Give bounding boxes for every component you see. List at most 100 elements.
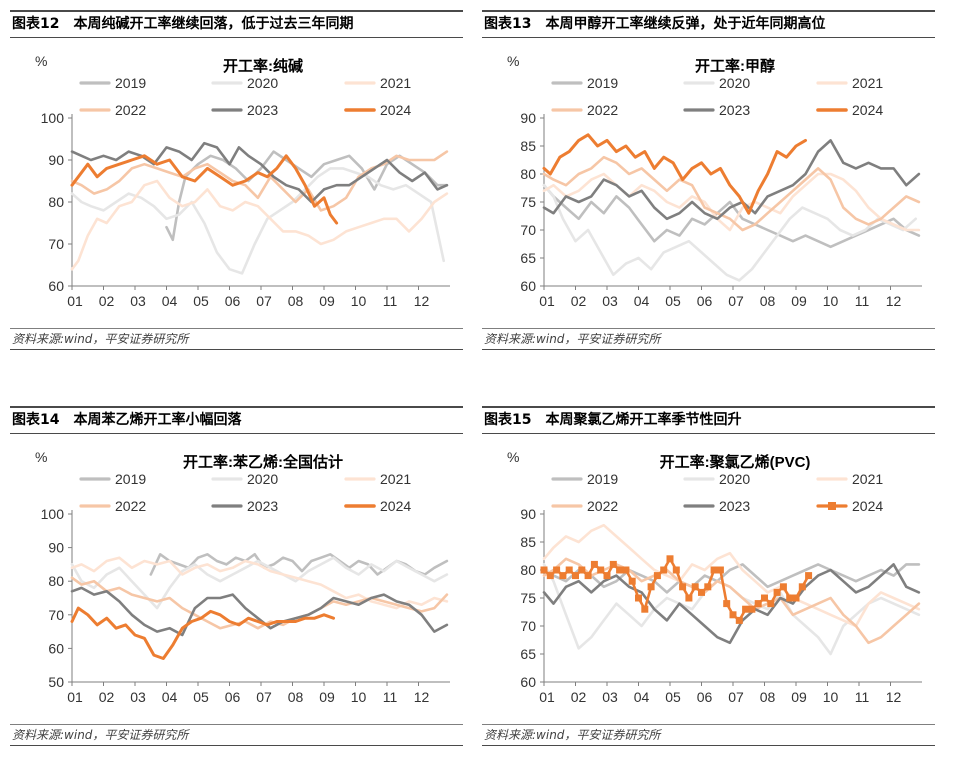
x-tick-label: 08 xyxy=(288,689,304,705)
chart-title: 开工率:苯乙烯:全国估计 xyxy=(183,453,343,471)
y-tick-label: 75 xyxy=(520,590,536,606)
series-line-2022 xyxy=(542,155,921,232)
x-tick-label: 10 xyxy=(823,689,839,705)
y-tick-label: 80 xyxy=(48,194,64,210)
unit-label: % xyxy=(507,449,519,465)
data-point xyxy=(773,588,781,596)
x-tick-label: 06 xyxy=(697,689,713,705)
y-tick-label: 60 xyxy=(48,640,64,656)
y-tick-label: 90 xyxy=(48,540,64,556)
x-tick-label: 11 xyxy=(855,689,870,705)
source-note: 资料来源:wind，平安证券研究所 xyxy=(482,328,935,350)
x-tick-label: 11 xyxy=(383,293,398,309)
series-line-2023 xyxy=(70,586,449,637)
x-tick-label: 05 xyxy=(193,293,209,309)
figure-title-bar: 图表14 本周苯乙烯开工率小幅回落 xyxy=(10,406,463,434)
x-tick-label: 12 xyxy=(414,293,430,309)
data-point xyxy=(628,577,636,585)
x-tick-label: 10 xyxy=(351,689,367,705)
legend-label: 2021 xyxy=(852,75,883,91)
data-point xyxy=(710,566,718,574)
y-tick-label: 70 xyxy=(520,222,536,238)
data-point xyxy=(792,594,800,602)
x-tick-label: 11 xyxy=(855,293,870,309)
legend-label: 2022 xyxy=(115,102,146,118)
legend-label: 2019 xyxy=(115,471,146,487)
data-point xyxy=(597,566,605,574)
data-point xyxy=(672,566,680,574)
x-tick-label: 09 xyxy=(319,689,335,705)
x-tick-label: 07 xyxy=(256,689,272,705)
x-tick-label: 12 xyxy=(886,293,902,309)
x-tick-label: 08 xyxy=(760,689,776,705)
data-point xyxy=(559,572,567,580)
x-tick-label: 03 xyxy=(130,689,146,705)
x-tick-label: 01 xyxy=(539,293,555,309)
data-point xyxy=(798,583,806,591)
series-line-2022 xyxy=(70,150,449,212)
figure-number: 图表14 xyxy=(12,412,60,428)
y-tick-label: 85 xyxy=(520,534,536,550)
y-tick-label: 60 xyxy=(48,278,64,294)
series-line-2020 xyxy=(70,556,449,610)
y-tick-label: 70 xyxy=(48,607,64,623)
x-tick-label: 04 xyxy=(634,293,650,309)
data-point xyxy=(679,583,687,591)
legend-label: 2024 xyxy=(852,498,883,514)
legend-label: 2024 xyxy=(380,102,411,118)
data-point xyxy=(742,605,750,613)
legend-label: 2023 xyxy=(247,498,278,514)
y-tick-label: 75 xyxy=(520,194,536,210)
x-tick-label: 04 xyxy=(634,689,650,705)
series-line-2022 xyxy=(70,576,449,630)
data-point xyxy=(685,594,693,602)
x-tick-label: 05 xyxy=(665,293,681,309)
source-note: 资料来源:wind，平安证券研究所 xyxy=(10,328,463,350)
data-point xyxy=(635,594,642,602)
data-point xyxy=(603,572,611,580)
x-tick-label: 02 xyxy=(99,293,115,309)
x-tick-label: 04 xyxy=(162,689,178,705)
x-tick-label: 01 xyxy=(67,293,83,309)
series-line-2020 xyxy=(70,167,446,275)
data-point xyxy=(767,600,775,608)
data-point xyxy=(653,572,661,580)
x-tick-label: 12 xyxy=(414,689,430,705)
legend-label: 2019 xyxy=(587,471,618,487)
data-point xyxy=(723,600,731,608)
series-line-2024 xyxy=(542,133,807,215)
x-tick-label: 09 xyxy=(791,689,807,705)
legend-marker xyxy=(828,502,836,510)
data-point xyxy=(641,605,649,613)
legend-label: 2020 xyxy=(247,75,278,91)
x-tick-label: 07 xyxy=(728,689,744,705)
data-point xyxy=(546,572,554,580)
y-tick-label: 65 xyxy=(520,646,536,662)
unit-label: % xyxy=(35,449,47,465)
line-chart: % 开工率:甲醇 2019 2020 2021 2022 2023 2024 60 65 70 75 8… xyxy=(507,53,922,309)
y-tick-label: 80 xyxy=(48,573,64,589)
series-line-2024 xyxy=(70,606,335,660)
x-tick-label: 03 xyxy=(130,293,146,309)
series-line-2020 xyxy=(542,183,918,282)
legend-label: 2021 xyxy=(380,75,411,91)
data-point xyxy=(572,572,579,580)
figure-number: 图表13 xyxy=(484,16,532,32)
series-line-2023 xyxy=(70,141,449,204)
data-point xyxy=(540,566,548,574)
data-point xyxy=(691,583,699,591)
line-chart: % 开工率:苯乙烯:全国估计 2019 2020 2021 2022 2023 2024 50 6… xyxy=(35,449,450,705)
data-point xyxy=(609,560,617,568)
legend-label: 2024 xyxy=(852,102,883,118)
y-tick-label: 70 xyxy=(48,236,64,252)
x-tick-label: 08 xyxy=(760,293,776,309)
x-tick-label: 01 xyxy=(67,689,83,705)
figure-title: 本周苯乙烯开工率小幅回落 xyxy=(73,412,242,428)
data-point xyxy=(553,566,561,574)
x-tick-label: 01 xyxy=(539,689,555,705)
x-tick-label: 06 xyxy=(697,293,713,309)
legend-label: 2023 xyxy=(719,498,750,514)
series-line-2021 xyxy=(70,556,449,610)
y-tick-label: 85 xyxy=(520,138,536,154)
data-point xyxy=(748,605,756,613)
